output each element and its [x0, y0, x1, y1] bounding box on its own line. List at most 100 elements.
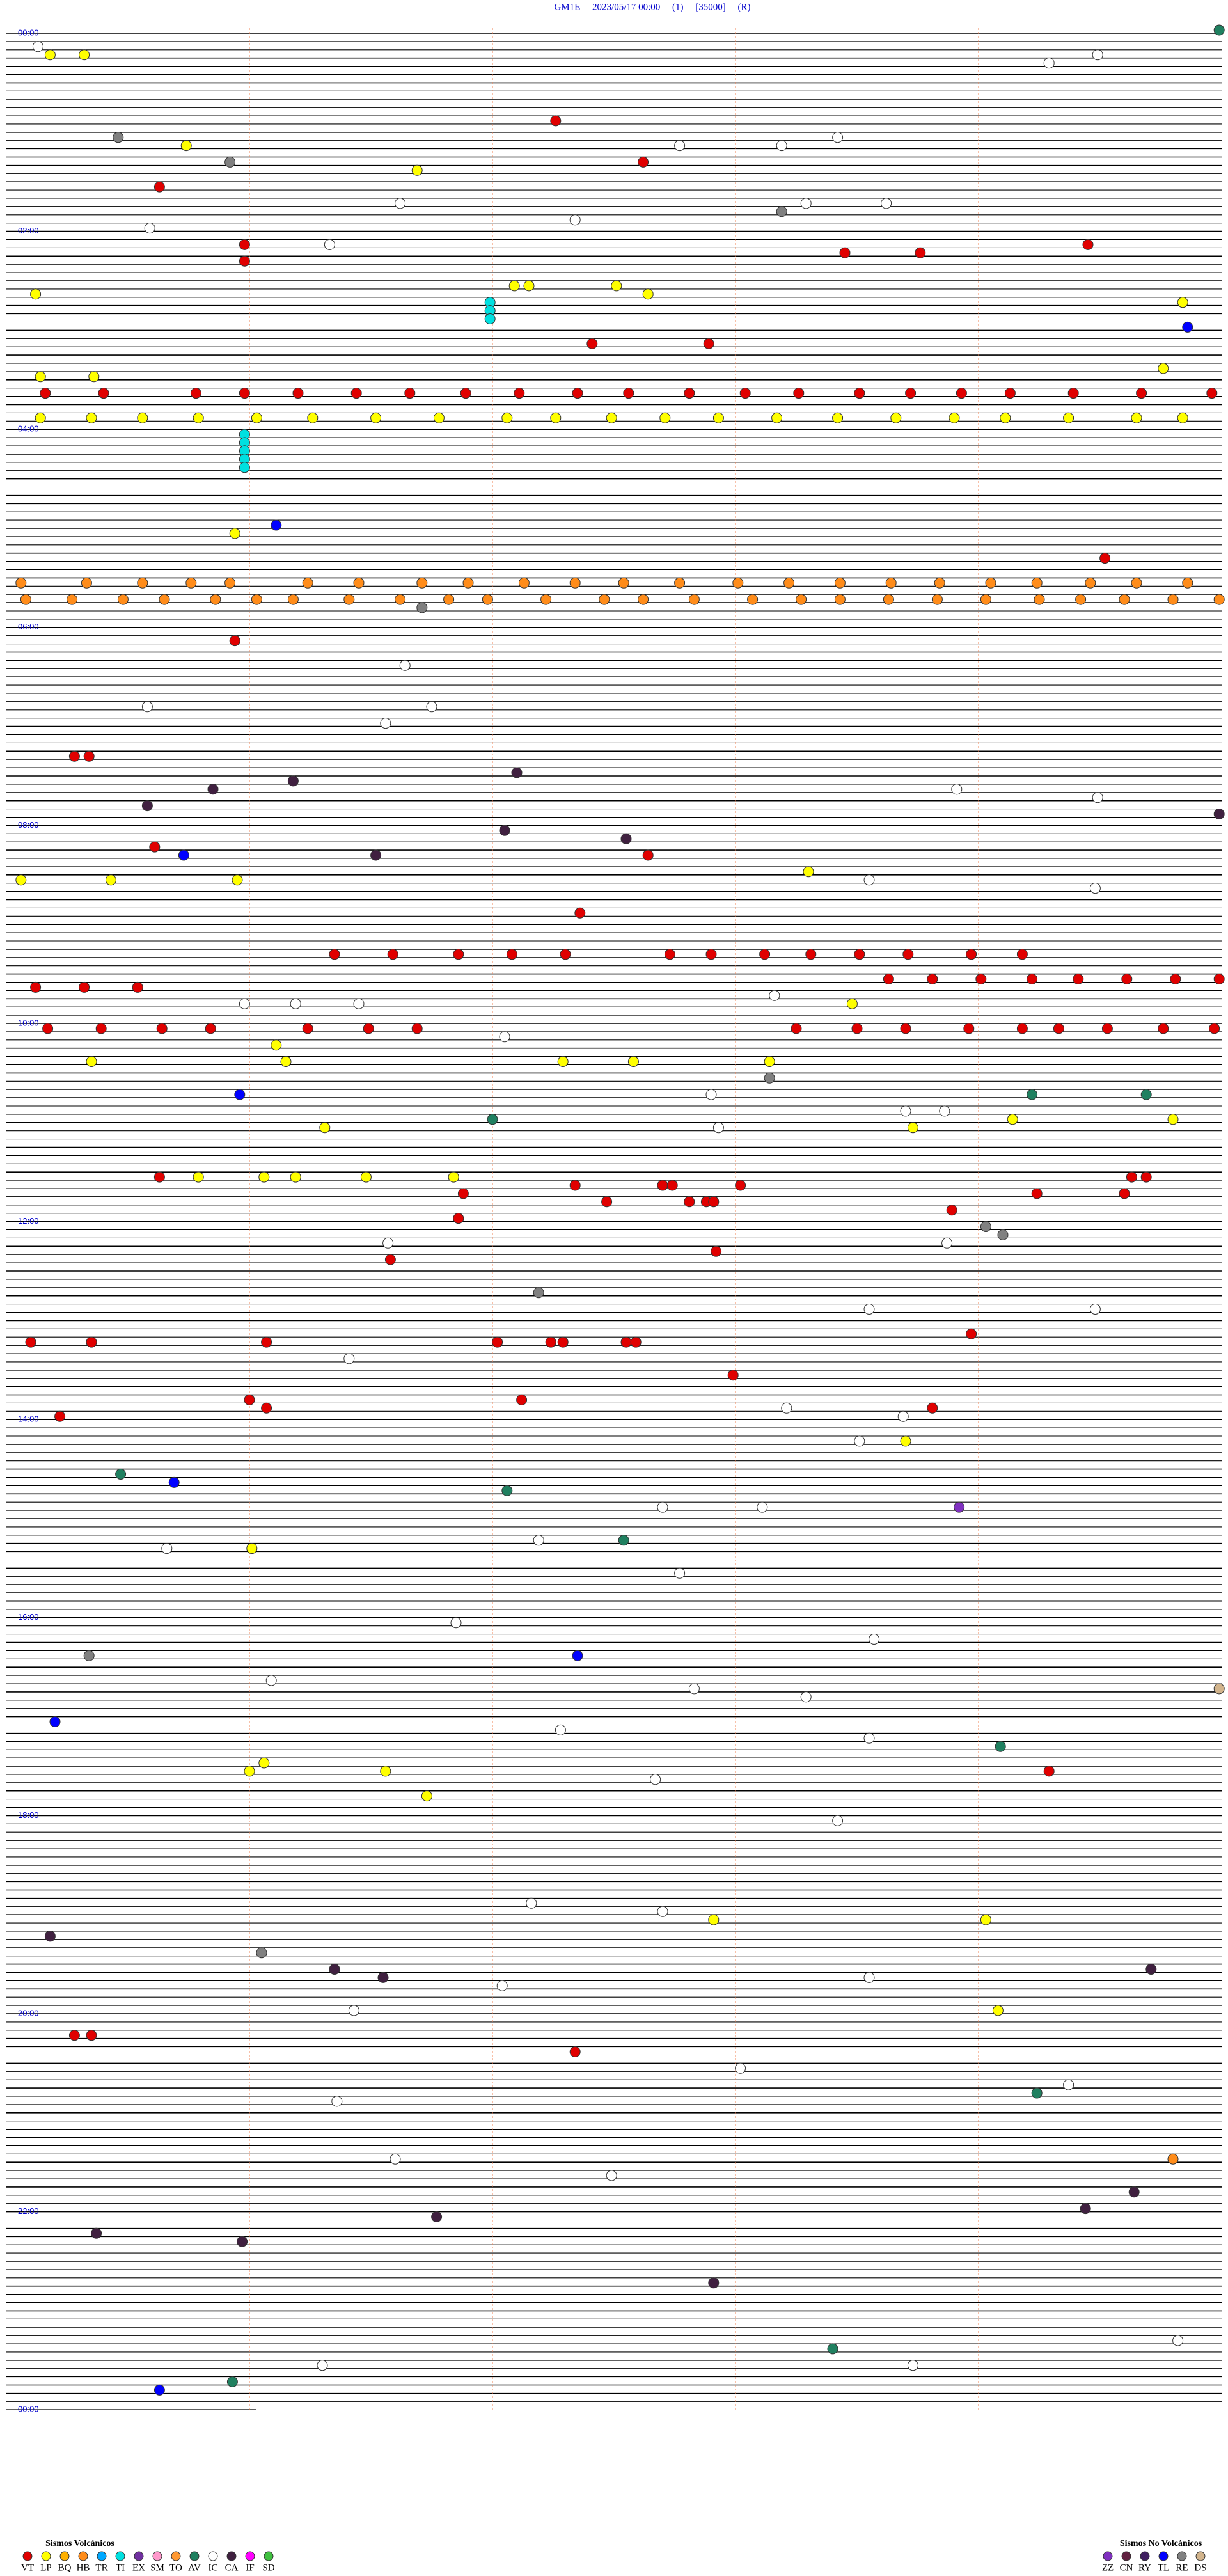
event-marker: [657, 1180, 668, 1191]
event-marker: [705, 949, 717, 960]
event-marker: [395, 198, 406, 209]
legend-label: DS: [1194, 2563, 1206, 2573]
event-marker: [348, 2005, 359, 2016]
event-marker: [684, 1196, 695, 1208]
event-marker: [949, 412, 960, 423]
event-marker: [399, 660, 411, 671]
event-marker: [642, 849, 654, 861]
event-marker: [1145, 1964, 1157, 1975]
event-marker: [68, 750, 80, 762]
event-marker: [350, 388, 362, 399]
legend-swatch: [59, 2551, 70, 2561]
event-marker: [380, 1766, 391, 1777]
event-marker: [796, 594, 807, 605]
event-marker: [854, 1435, 865, 1447]
event-marker: [287, 775, 299, 787]
event-marker: [360, 1171, 372, 1183]
event-marker: [708, 1914, 720, 1925]
legend-swatch: [1140, 2551, 1150, 2561]
event-marker: [161, 1543, 173, 1554]
event-marker: [1043, 58, 1055, 69]
legend-title: Sismos Volcánicos: [45, 2539, 114, 2548]
event-marker: [1007, 1114, 1018, 1125]
event-marker: [791, 1023, 802, 1034]
event-marker: [457, 1188, 469, 1199]
event-marker: [885, 577, 897, 589]
event-marker: [839, 247, 851, 258]
event-marker: [1167, 594, 1179, 605]
legend-label: ZZ: [1102, 2563, 1114, 2573]
event-marker: [1136, 388, 1147, 399]
event-marker: [302, 577, 313, 589]
legend-swatch: [41, 2551, 51, 2561]
event-marker: [144, 223, 155, 234]
event-marker: [574, 907, 586, 919]
legend-label: VT: [21, 2563, 34, 2573]
event-marker: [727, 1370, 739, 1381]
event-marker: [533, 1535, 544, 1546]
event-marker: [956, 388, 967, 399]
event-marker: [433, 412, 445, 423]
event-marker: [380, 718, 391, 729]
event-marker: [411, 164, 423, 176]
event-marker: [239, 255, 250, 267]
event-marker: [137, 412, 148, 423]
event-marker: [239, 998, 250, 1009]
event-marker: [966, 1328, 977, 1339]
event-marker: [832, 412, 844, 423]
event-marker: [411, 1023, 423, 1034]
event-marker: [606, 412, 617, 423]
event-marker: [416, 577, 428, 589]
event-marker: [113, 132, 124, 143]
event-marker: [907, 2360, 918, 2371]
event-marker: [98, 388, 109, 399]
event-marker: [86, 2030, 97, 2041]
event-marker: [966, 949, 977, 960]
event-marker: [666, 1180, 678, 1191]
event-marker: [1172, 2335, 1184, 2346]
event-marker: [560, 949, 571, 960]
event-marker: [141, 701, 153, 713]
event-marker: [239, 239, 250, 250]
event-marker: [317, 2360, 328, 2371]
event-marker: [443, 594, 455, 605]
event-marker: [226, 2376, 238, 2387]
event-marker: [975, 974, 987, 984]
event-marker: [1027, 1089, 1038, 1100]
event-marker: [1158, 363, 1169, 374]
event-marker: [674, 1567, 686, 1579]
event-marker: [1063, 2079, 1074, 2090]
event-marker: [421, 1790, 432, 1802]
event-marker: [363, 1023, 374, 1034]
event-marker: [569, 1180, 581, 1191]
event-marker: [688, 594, 700, 605]
event-marker: [193, 412, 204, 423]
event-marker: [827, 2343, 838, 2355]
event-marker: [638, 594, 649, 605]
event-marker: [883, 974, 894, 984]
event-marker: [659, 412, 671, 423]
event-marker: [601, 1196, 613, 1208]
event-marker: [1140, 1171, 1152, 1183]
event-marker: [1031, 577, 1043, 589]
event-marker: [627, 1056, 639, 1067]
event-marker: [384, 1254, 396, 1265]
event-marker: [290, 1171, 301, 1183]
event-marker: [540, 594, 552, 605]
event-marker: [482, 594, 493, 605]
time-label: 10:00: [18, 1018, 39, 1027]
event-marker: [302, 1023, 313, 1034]
event-marker: [650, 1774, 661, 1785]
event-marker: [1099, 553, 1111, 564]
legend-label: CN: [1120, 2563, 1133, 2573]
event-marker: [499, 1031, 510, 1043]
event-marker: [229, 528, 240, 539]
event-marker: [462, 577, 474, 589]
event-marker: [712, 1122, 724, 1134]
event-marker: [863, 1732, 875, 1744]
legend-swatch: [226, 2551, 237, 2561]
event-marker: [42, 1023, 54, 1034]
event-marker: [854, 949, 865, 960]
legend-swatch: [134, 2551, 144, 2561]
event-marker: [939, 1105, 950, 1117]
